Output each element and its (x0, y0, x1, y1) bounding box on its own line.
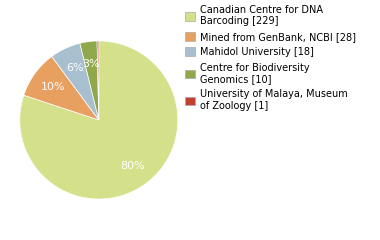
Wedge shape (80, 41, 99, 120)
Wedge shape (52, 43, 99, 120)
Text: 10%: 10% (40, 82, 65, 92)
Legend: Canadian Centre for DNA
Barcoding [229], Mined from GenBank, NCBI [28], Mahidol : Canadian Centre for DNA Barcoding [229],… (185, 5, 356, 111)
Wedge shape (20, 41, 178, 199)
Text: 3%: 3% (82, 59, 100, 69)
Wedge shape (24, 56, 99, 120)
Text: 80%: 80% (120, 161, 144, 171)
Text: 6%: 6% (66, 64, 83, 73)
Wedge shape (97, 41, 99, 120)
